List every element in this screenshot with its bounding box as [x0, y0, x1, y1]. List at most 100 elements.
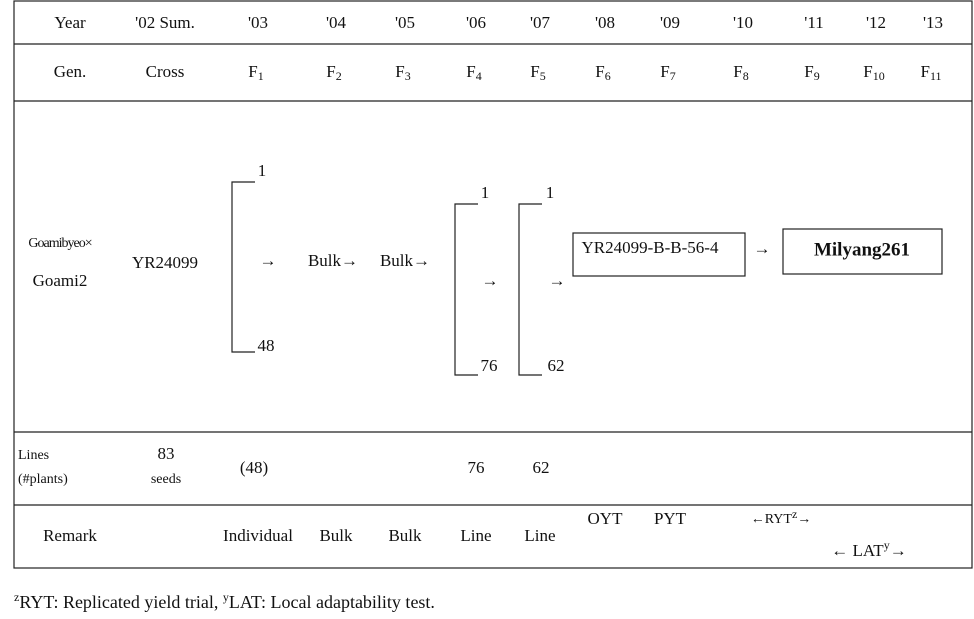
generation-cell: F7	[660, 62, 675, 83]
parent: Goamibyeo×	[28, 236, 91, 251]
gen-subscript: 9	[814, 69, 820, 83]
generation-cell: F9	[804, 62, 819, 83]
lines-value: seeds	[151, 472, 181, 487]
generation-cell: F10	[863, 62, 884, 83]
remark-cell: Bulk	[388, 526, 422, 545]
header-cell: '09	[660, 13, 680, 32]
lines-value: 83	[158, 444, 175, 463]
header-cell: '03	[248, 13, 268, 32]
gen-subscript: 10	[873, 69, 885, 83]
generation-cell: F4	[466, 62, 481, 83]
remark-label: Remark	[43, 526, 97, 545]
line-box	[572, 232, 746, 277]
cultivar-box	[782, 228, 943, 275]
gen-subscript: 4	[476, 69, 482, 83]
footnote-text: LAT: Local adaptability test.	[229, 592, 435, 612]
arrow: →	[260, 251, 277, 270]
line-name: YR24099-B-B-56-4	[582, 238, 719, 257]
header-cell: '07	[530, 13, 551, 32]
generation-cell: F11	[920, 62, 941, 83]
gen-subscript: 2	[336, 69, 342, 83]
remark-text: →	[797, 512, 811, 527]
bracket-label: 1	[258, 161, 267, 180]
generation-cell: F8	[733, 62, 748, 83]
header-cell: '13	[923, 13, 943, 32]
header-cell: '04	[326, 13, 347, 32]
cross-name: YR24099	[132, 253, 198, 272]
gen-letter: F	[863, 62, 872, 81]
header-cell: '12	[866, 13, 886, 32]
table-border	[13, 0, 973, 569]
gen-cross: Cross	[146, 62, 185, 81]
bracket	[518, 203, 542, 376]
remark-cell: Line	[460, 526, 491, 545]
bracket-label: 1	[481, 183, 490, 202]
superscript: y	[223, 590, 229, 604]
gen-letter: F	[326, 62, 335, 81]
lines-value: 76	[468, 458, 485, 477]
header-cell: Year	[54, 13, 86, 32]
header-cell: '08	[595, 13, 615, 32]
remark-span: ← LATy→	[831, 538, 906, 560]
generation-cell: F1	[248, 62, 263, 83]
header-cell: '02 Sum.	[135, 13, 195, 32]
gen-letter: F	[466, 62, 475, 81]
footnote: zRYT: Replicated yield trial, yLAT: Loca…	[14, 590, 435, 612]
arrow: →	[482, 271, 499, 290]
gen-letter: F	[248, 62, 257, 81]
header-cell: '05	[395, 13, 415, 32]
remark-cell: Line	[524, 526, 555, 545]
gen-letter: F	[395, 62, 404, 81]
gen-label: Gen.	[54, 62, 87, 81]
bracket-label: 76	[481, 356, 498, 375]
remark-text: →	[890, 541, 907, 560]
generation-cell: F2	[326, 62, 341, 83]
gen-subscript: 3	[405, 69, 411, 83]
generation-cell: F3	[395, 62, 410, 83]
footnote-text: RYT: Replicated yield trial,	[19, 592, 223, 612]
bracket	[231, 181, 255, 353]
remark-text: ← LAT	[831, 541, 884, 560]
lines-value: (48)	[240, 458, 268, 477]
gen-letter: F	[530, 62, 539, 81]
gen-subscript: 7	[670, 69, 676, 83]
remark-text: ←RYT	[751, 512, 793, 527]
gen-subscript: 11	[930, 69, 942, 83]
remark-cell: OYT	[588, 509, 624, 528]
bracket-label: 1	[546, 183, 555, 202]
gen-letter: F	[595, 62, 604, 81]
gen-subscript: 8	[743, 69, 749, 83]
gen-letter: F	[804, 62, 813, 81]
superscript: z	[792, 507, 797, 521]
gen-subscript: 1	[258, 69, 264, 83]
superscript: y	[884, 538, 890, 552]
header-cell: '10	[733, 13, 753, 32]
generation-cell: F5	[530, 62, 545, 83]
header-cell: '11	[804, 13, 823, 32]
parent: Goami2	[33, 271, 88, 290]
gen-subscript: 6	[605, 69, 611, 83]
generation-cell: F6	[595, 62, 610, 83]
remark-cell: Bulk	[319, 526, 353, 545]
bulk: Bulk→	[308, 251, 358, 270]
arrow: →	[549, 271, 566, 290]
bracket-label: 62	[548, 356, 565, 375]
superscript: z	[14, 590, 19, 604]
gen-letter: F	[660, 62, 669, 81]
remark-cell: PYT	[654, 509, 687, 528]
bracket-label: 48	[258, 336, 275, 355]
remark-span: ←RYTz→	[751, 507, 812, 527]
lines-value: 62	[533, 458, 550, 477]
lines-label: Lines	[18, 448, 49, 463]
gen-subscript: 5	[540, 69, 546, 83]
arrow: →	[754, 239, 771, 258]
cultivar-name: Milyang261	[814, 239, 910, 260]
bracket	[454, 203, 478, 376]
gen-letter: F	[920, 62, 929, 81]
gen-letter: F	[733, 62, 742, 81]
header-cell: '06	[466, 13, 486, 32]
bulk: Bulk→	[380, 251, 430, 270]
remark-cell: Individual	[223, 526, 293, 545]
lines-label: (#plants)	[18, 472, 68, 487]
